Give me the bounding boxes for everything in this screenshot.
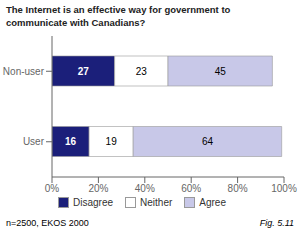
svg-text:23: 23	[136, 66, 148, 77]
svg-text:40%: 40%	[135, 183, 155, 194]
html-text:The Internet is an effective w: The Internet is an effective way for gov…	[6, 4, 231, 15]
svg-text:16: 16	[65, 136, 77, 147]
svg-text:Non-user: Non-user	[8, 66, 45, 77]
svg-text:60%: 60%	[181, 183, 201, 194]
html-text:Neither: Neither	[140, 197, 173, 208]
svg-text:45: 45	[215, 66, 227, 77]
html-text:communicate with Canadians?: communicate with Canadians?	[6, 17, 146, 28]
svg-text:27: 27	[78, 66, 90, 77]
svg-text:0%: 0%	[45, 183, 60, 194]
svg-text:User: User	[23, 136, 45, 147]
svg-text:19: 19	[106, 136, 118, 147]
svg-text:80%: 80%	[228, 183, 248, 194]
svg-text:100%: 100%	[271, 183, 292, 194]
svg-text:64: 64	[202, 136, 214, 147]
svg-text:20%: 20%	[88, 183, 108, 194]
html-text:Fig. 5.11: Fig. 5.11	[259, 218, 294, 228]
html-text:Disagree: Disagree	[73, 197, 113, 208]
html-text:Agree: Agree	[199, 197, 226, 208]
html-text:n=2500, EKOS 2000: n=2500, EKOS 2000	[6, 218, 89, 228]
